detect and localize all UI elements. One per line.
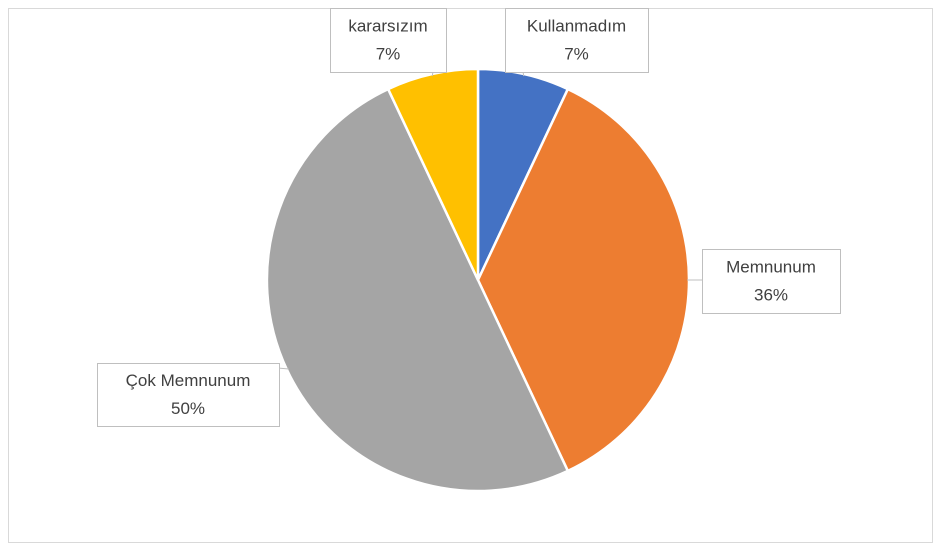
callout-leader — [278, 367, 289, 370]
callout-box — [97, 363, 280, 427]
data-label-name: kararsızım — [348, 16, 427, 35]
callout-box — [702, 249, 841, 314]
data-label-name: Kullanmadım — [527, 16, 626, 35]
pie-slice — [265, 87, 570, 493]
data-label-name: Çok Memnunum — [126, 371, 251, 390]
data-label-value: 7% — [564, 44, 589, 63]
data-label-value: 36% — [754, 285, 788, 304]
pie-slice — [386, 67, 480, 281]
data-label-value: 50% — [171, 399, 205, 418]
callout-box — [330, 8, 447, 73]
data-label-value: 7% — [376, 44, 401, 63]
data-label-name: Memnunum — [726, 257, 816, 276]
callout-box — [505, 8, 649, 73]
